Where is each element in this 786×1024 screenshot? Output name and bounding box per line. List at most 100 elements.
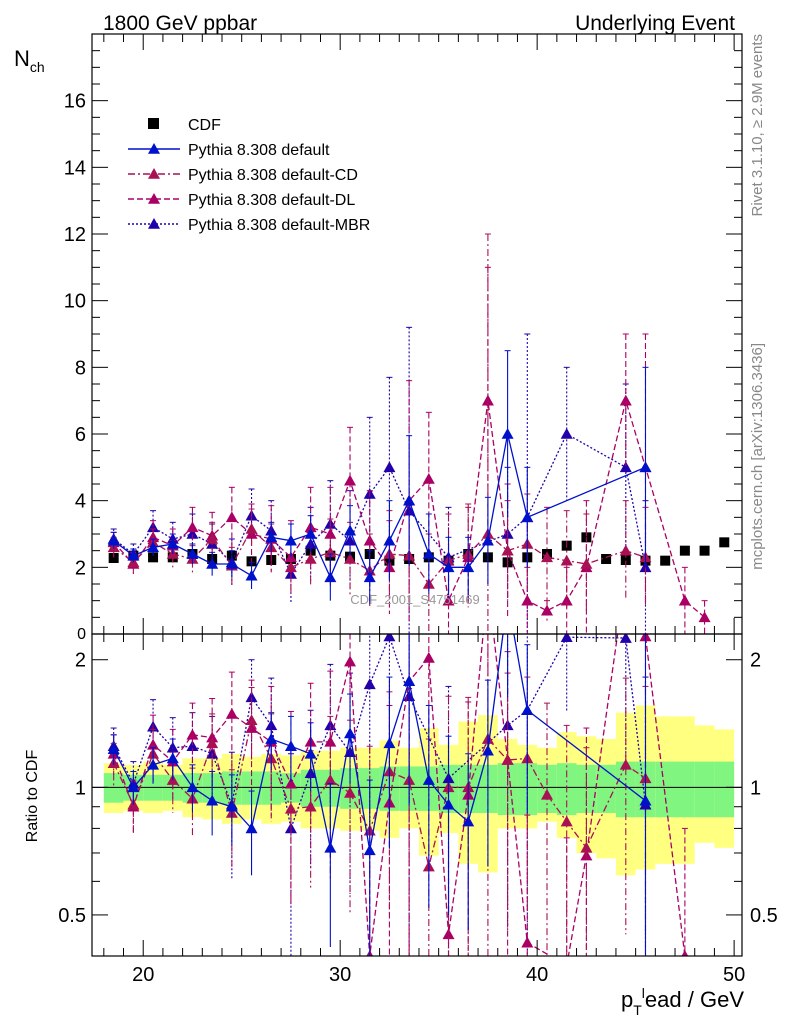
data-point xyxy=(284,802,297,814)
y-tick-label-right: 0.5 xyxy=(750,905,778,927)
data-point xyxy=(422,774,435,785)
legend-swatch-marker xyxy=(148,193,160,204)
data-point xyxy=(245,523,258,534)
data-point xyxy=(344,786,357,798)
data-point xyxy=(186,740,199,752)
data-point xyxy=(560,634,573,643)
data-point xyxy=(698,611,711,623)
watermark: CDF_2001_S4751469 xyxy=(350,592,479,607)
pythia-8-308-default-ratio-series xyxy=(107,634,652,956)
data-point xyxy=(383,461,396,473)
data-point xyxy=(324,735,337,747)
data-point xyxy=(681,950,689,956)
data-point xyxy=(324,571,337,583)
data-point xyxy=(225,800,238,812)
legend-item-cdf: CDF xyxy=(148,117,221,134)
data-point xyxy=(521,594,534,606)
data-point xyxy=(521,704,534,716)
data-point xyxy=(344,727,357,739)
ratio-frame xyxy=(91,633,743,957)
uncertainty-band-inner xyxy=(714,761,735,818)
data-point xyxy=(561,959,573,970)
rivet-label: Rivet 3.1.10, ≥ 2.9M events xyxy=(749,34,766,217)
data-point xyxy=(107,743,120,755)
legend-swatch-marker xyxy=(148,143,160,154)
data-point xyxy=(186,781,199,793)
legend-swatch-marker xyxy=(148,218,160,229)
uncertainty-band-inner xyxy=(675,761,695,818)
data-point xyxy=(620,555,631,565)
data-point xyxy=(481,744,494,756)
y-tick-label: 2 xyxy=(75,557,86,579)
series-line xyxy=(113,527,646,586)
data-point xyxy=(619,758,632,770)
data-point xyxy=(619,634,632,643)
legend-item-pythia-8-308-default: Pythia 8.308 default xyxy=(128,142,330,159)
y-tick-label: 10 xyxy=(64,291,86,313)
data-point xyxy=(284,740,297,752)
data-point xyxy=(580,558,593,569)
data-point xyxy=(422,473,435,484)
data-point xyxy=(304,747,317,759)
data-point xyxy=(699,545,710,556)
x-axis-label-sub: T xyxy=(633,1002,642,1018)
data-point xyxy=(304,800,317,812)
data-point xyxy=(186,521,199,533)
top-y-axis-label: Nch xyxy=(14,46,45,75)
legend-label: CDF xyxy=(188,117,221,134)
data-point xyxy=(265,733,278,744)
data-point xyxy=(107,534,120,546)
data-point xyxy=(245,691,258,703)
data-point xyxy=(660,555,671,566)
data-point xyxy=(501,754,514,765)
y-tick-label: 2 xyxy=(75,650,86,672)
y-tick-label: 8 xyxy=(75,357,86,379)
uncertainty-band-inner xyxy=(241,771,262,805)
uncertainty-band-inner xyxy=(655,761,676,818)
data-point xyxy=(462,561,475,573)
data-point xyxy=(560,428,573,439)
data-point xyxy=(521,936,534,948)
data-point xyxy=(501,428,514,439)
y-tick-label: 16 xyxy=(64,91,86,113)
data-point xyxy=(422,548,435,559)
data-point xyxy=(639,794,652,806)
data-point xyxy=(127,549,140,561)
data-point xyxy=(344,474,357,486)
x-axis-label-sup: l xyxy=(642,985,645,1001)
data-point xyxy=(383,534,396,546)
data-point xyxy=(363,678,376,690)
data-point xyxy=(186,728,199,740)
y-tick-label: 14 xyxy=(64,157,86,179)
data-point xyxy=(363,844,376,856)
uncertainty-band-inner xyxy=(694,761,715,818)
data-point xyxy=(344,553,357,564)
data-point xyxy=(225,511,238,523)
x-axis-label-p: p xyxy=(621,987,633,1012)
data-point xyxy=(324,841,337,853)
legend-label: Pythia 8.308 default xyxy=(188,142,330,159)
data-point xyxy=(206,731,219,743)
data-point xyxy=(403,675,416,686)
x-axis-label: pTlead / GeV xyxy=(621,985,744,1018)
y-tick-label: 6 xyxy=(75,424,86,446)
data-point xyxy=(560,815,573,827)
data-point xyxy=(304,528,317,539)
data-point xyxy=(639,461,652,473)
data-point xyxy=(344,524,357,536)
uncertainty-band-inner xyxy=(596,764,616,813)
data-point xyxy=(462,815,475,827)
y-tick-label: 4 xyxy=(75,491,86,513)
data-point xyxy=(186,528,199,539)
legend-item-pythia-8-308-default-mbr: Pythia 8.308 default-MBR xyxy=(128,217,370,234)
legend-label: Pythia 8.308 default-CD xyxy=(188,167,358,184)
top-y-axis-label-main: N xyxy=(14,46,30,71)
data-point xyxy=(521,511,534,523)
data-point xyxy=(324,528,337,539)
data-point xyxy=(127,781,140,793)
x-tick-label: 30 xyxy=(329,964,351,986)
legend-item-pythia-8-308-default-cd: Pythia 8.308 default-CD xyxy=(128,167,358,184)
data-point xyxy=(225,558,238,569)
uncertainty-band-inner xyxy=(103,773,124,803)
data-point xyxy=(541,551,553,563)
